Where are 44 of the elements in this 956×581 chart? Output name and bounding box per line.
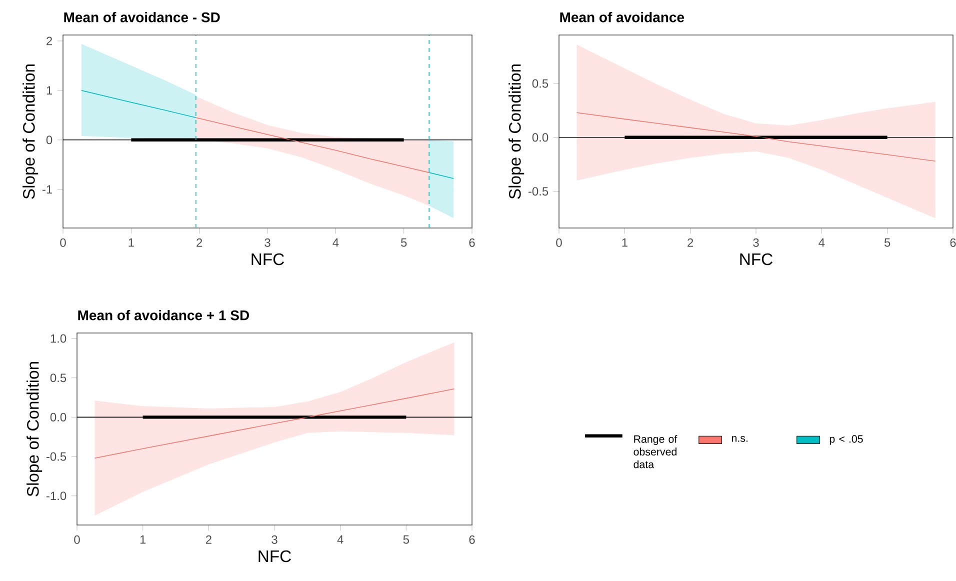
chart-title: Mean of avoidance [560, 12, 684, 22]
y-tick-label: 0 [46, 136, 52, 144]
y-tick-label: 2 [46, 36, 52, 46]
legend-label: p < .05 [830, 435, 863, 445]
y-tick-label: 1 [46, 86, 52, 95]
x-tick-label: 5 [884, 238, 890, 247]
x-tick-label: 1 [128, 238, 134, 247]
x-tick-label: 4 [818, 238, 825, 247]
x-tick-label: 5 [400, 238, 407, 247]
x-tick-label: 3 [264, 238, 270, 247]
y-tick-label: -0.5 [46, 452, 66, 461]
y-axis-title: Slope of Condition [508, 64, 524, 199]
x-tick-label: 3 [272, 535, 278, 544]
x-tick-label: 6 [469, 238, 475, 247]
x-tick-label: 2 [196, 238, 202, 247]
y-tick-label: 0.5 [50, 374, 66, 382]
chart-title: Mean of avoidance - SD [64, 12, 220, 22]
chart-title: Mean of avoidance + 1 SD [78, 310, 250, 320]
y-tick-label: 0.0 [532, 133, 548, 142]
x-tick-label: 4 [332, 238, 339, 247]
y-tick-label: -1.0 [46, 492, 66, 500]
x-tick-label: 6 [469, 535, 475, 544]
x-tick-label: 5 [403, 535, 409, 544]
y-tick-label: 1.0 [50, 334, 66, 343]
x-tick-label: 0 [74, 535, 80, 544]
x-tick-label: 2 [206, 535, 212, 544]
x-axis-title: NFC [252, 253, 284, 266]
x-tick-label: 1 [140, 535, 146, 544]
x-tick-label: 4 [337, 535, 344, 544]
x-tick-label: 1 [622, 238, 628, 247]
y-tick-label: -0.5 [528, 187, 548, 196]
x-tick-label: 6 [950, 238, 956, 247]
y-tick-label: 0.5 [532, 79, 548, 88]
y-axis-title: Slope of Condition [22, 64, 38, 199]
x-tick-label: 0 [556, 238, 562, 247]
y-tick-label: 0.0 [50, 412, 66, 422]
legend-label: n.s. [732, 436, 748, 442]
y-tick-label: -1 [42, 185, 52, 194]
x-axis-title: NFC [740, 253, 772, 266]
x-tick-label: 2 [688, 238, 694, 247]
legend-label: Range of observed data [634, 435, 678, 468]
y-axis-title: Slope of Condition [26, 362, 42, 496]
x-tick-label: 3 [753, 238, 759, 247]
x-axis-title: NFC [258, 550, 291, 562]
